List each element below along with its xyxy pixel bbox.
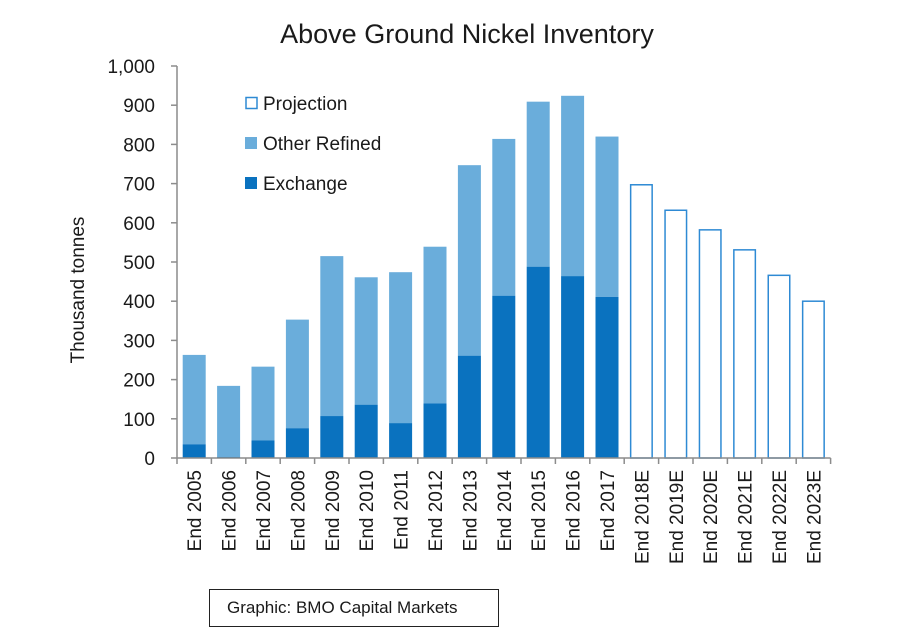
y-tick-label: 800: [123, 135, 155, 156]
x-tick-label: End 2016: [564, 470, 585, 551]
bar-other-refined: [457, 165, 481, 356]
bar-other-refined: [389, 272, 413, 424]
bar-exchange: [526, 266, 550, 458]
bar-exchange: [595, 296, 619, 458]
y-tick-label: 400: [123, 292, 155, 313]
x-tick-label: End 2014: [495, 470, 516, 552]
bar-projection: [801, 300, 825, 459]
y-tick-label: 0: [144, 449, 155, 470]
bar-exchange: [354, 404, 378, 458]
x-tick-label: End 2006: [220, 470, 241, 551]
y-tick-label: 900: [123, 96, 155, 117]
bar-exchange: [423, 403, 447, 458]
bar-other-refined: [251, 366, 275, 441]
x-tick-label: End 2008: [288, 470, 309, 551]
bar-exchange: [389, 423, 413, 458]
x-tick-label: End 2005: [185, 470, 206, 551]
x-tick-label: End 2010: [357, 470, 378, 551]
x-tick-label: End 2022E: [770, 470, 791, 564]
bar-other-refined: [217, 385, 241, 457]
legend-label-exchange: Exchange: [263, 174, 348, 195]
y-axis-label: Thousand tonnes: [68, 217, 89, 364]
x-tick-label: End 2007: [254, 470, 275, 551]
y-tick-label: 600: [123, 214, 155, 235]
legend-label-other-refined: Other Refined: [263, 134, 381, 155]
bar-projection: [629, 184, 653, 459]
y-tick-label: 100: [123, 410, 155, 431]
x-tick-label: End 2021E: [736, 470, 757, 564]
bars: [182, 95, 825, 459]
bar-other-refined: [492, 138, 516, 296]
bar-other-refined: [526, 101, 550, 267]
bar-exchange: [492, 295, 516, 458]
legend-swatch-projection: [245, 96, 258, 110]
y-tick-label: 300: [123, 331, 155, 352]
bar-exchange: [320, 416, 344, 458]
bar-other-refined: [595, 136, 619, 297]
bar-projection: [698, 229, 722, 459]
bar-other-refined: [285, 319, 309, 429]
x-tick-label: End 2020E: [701, 470, 722, 564]
x-tick-label: End 2023E: [804, 470, 825, 564]
bar-other-refined: [423, 246, 447, 404]
bar-other-refined: [320, 256, 344, 417]
y-tick-label: 500: [123, 253, 155, 274]
bar-projection: [767, 274, 791, 459]
bar-projection: [664, 209, 688, 459]
bar-exchange: [182, 444, 206, 458]
x-tick-label: End 2009: [323, 470, 344, 551]
x-tick-label: End 2011: [392, 470, 413, 550]
x-tick-label: End 2012: [426, 470, 447, 551]
bar-exchange: [251, 440, 275, 458]
y-tick-label: 200: [123, 371, 155, 392]
x-tick-label: End 2019E: [667, 470, 688, 564]
credit-text: Graphic: BMO Capital Markets: [227, 598, 458, 617]
credit-box: Graphic: BMO Capital Markets: [209, 589, 499, 627]
y-axis: 0 100 200 300 400 500 600 700 800 900 1,000: [107, 57, 178, 470]
bar-exchange: [457, 355, 481, 458]
legend: Projection Other Refined Exchange: [245, 94, 381, 195]
bar-projection: [733, 249, 757, 459]
legend-swatch-other-refined: [245, 137, 257, 149]
chart-title: Above Ground Nickel Inventory: [280, 19, 654, 49]
x-tick-label: End 2018E: [632, 470, 653, 564]
bar-other-refined: [182, 354, 206, 445]
y-tick-label: 1,000: [107, 57, 155, 78]
bar-exchange: [285, 428, 309, 458]
x-tick-label: End 2013: [460, 470, 481, 551]
y-tick-label: 700: [123, 175, 155, 196]
x-tick-label: End 2017: [598, 470, 619, 551]
legend-swatch-exchange: [245, 177, 257, 189]
x-axis: End 2005 End 2006 End 2007 End 2008 End 2009…: [176, 457, 832, 564]
bar-exchange: [561, 276, 585, 458]
x-tick-label: End 2015: [529, 470, 550, 551]
legend-label-projection: Projection: [263, 94, 348, 115]
bar-other-refined: [561, 95, 585, 277]
bar-other-refined: [354, 277, 378, 405]
